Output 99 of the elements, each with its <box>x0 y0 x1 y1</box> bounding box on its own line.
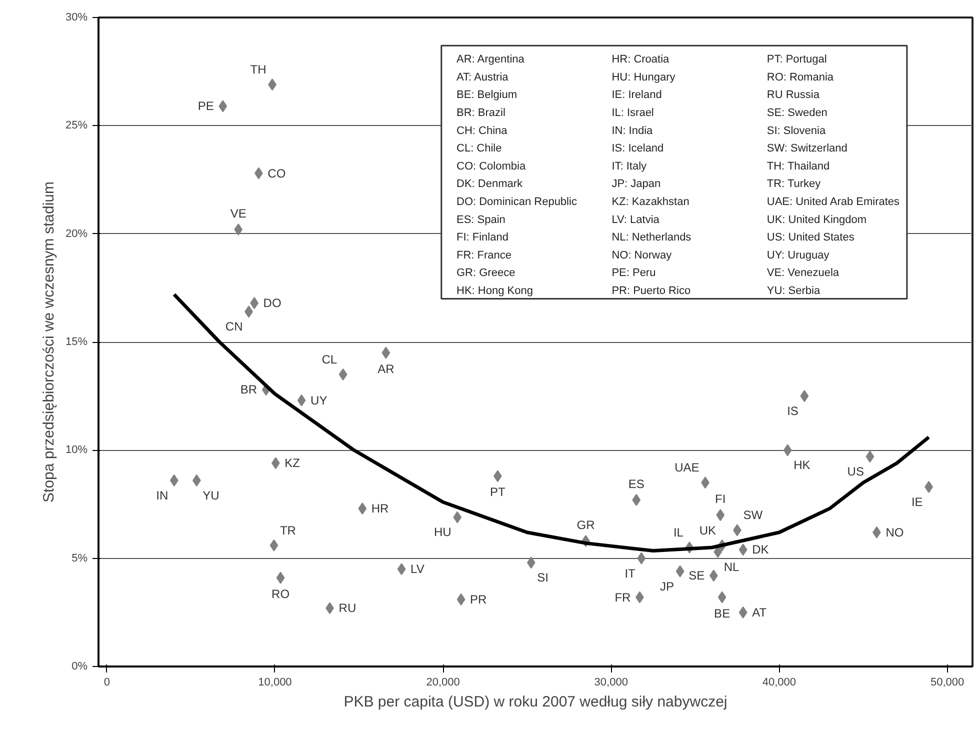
annotation: YU <box>202 488 220 502</box>
y-tick-label: 0% <box>72 660 88 672</box>
annotation: HR <box>371 502 390 516</box>
annotation: IS <box>787 404 798 418</box>
annotation: AR: Argentina <box>456 54 526 66</box>
annotation: PR <box>470 592 488 606</box>
annotation: LV: Latvia <box>612 214 660 226</box>
annotation: TH <box>250 62 266 77</box>
annotation: UAE: United Arab Emirates <box>766 196 900 208</box>
annotation: RU <box>338 601 356 616</box>
y-tick-label: 10% <box>65 444 88 456</box>
annotation: RU Russia <box>766 89 820 102</box>
annotation: CL: Chile <box>456 142 502 155</box>
x-tick-label: 30,000 <box>594 676 628 688</box>
annotation: FI <box>715 492 726 506</box>
annotation: BE: Belgium <box>456 89 518 102</box>
x-tick-label: 50,000 <box>930 676 964 688</box>
annotation: UY: Uruguay <box>766 249 830 262</box>
annotation: CN <box>225 320 243 334</box>
annotation: TH: Thailand <box>766 160 830 172</box>
annotation: RO <box>272 586 290 601</box>
annotation: SE: Sweden <box>766 107 828 120</box>
annotation: SW: Switzerland <box>766 142 848 155</box>
annotation: ES <box>628 476 644 491</box>
annotation: SE <box>688 568 705 583</box>
x-tick-label: 10,000 <box>258 676 292 688</box>
annotation: NL <box>724 560 740 574</box>
annotation: FI: Finland <box>456 232 508 244</box>
annotation: SI: Slovenia <box>766 124 826 137</box>
y-tick-label: 5% <box>72 552 88 564</box>
annotation: HK <box>794 458 810 472</box>
annotation: BR <box>240 382 258 397</box>
annotation: DO <box>263 296 282 310</box>
annotation: HU: Hungary <box>612 71 676 84</box>
annotation: PT: Portugal <box>766 54 827 66</box>
x-tick-label: 20,000 <box>426 676 460 688</box>
annotation: DK <box>752 542 769 557</box>
annotation: IE: Ireland <box>612 89 662 102</box>
annotation: YU: Serbia <box>766 285 821 298</box>
annotation: CO: Colombia <box>456 160 526 172</box>
annotation: BE <box>714 606 730 620</box>
annotation: PE <box>198 99 214 114</box>
annotation: BR: Brazil <box>456 107 506 120</box>
annotation: HU <box>434 525 452 540</box>
annotation: PT <box>490 485 506 500</box>
y-tick-label: 30% <box>65 12 88 24</box>
annotation: PE: Peru <box>612 267 656 280</box>
annotation: IE <box>911 494 923 509</box>
annotation: AT: Austria <box>456 71 510 84</box>
annotation: ES: Spain <box>456 214 506 226</box>
annotation: CH: China <box>456 124 508 137</box>
annotation: US <box>847 464 864 479</box>
annotation: IT: Italy <box>612 160 648 172</box>
annotation: UK <box>699 523 716 538</box>
annotation: IS: Iceland <box>612 142 664 155</box>
annotation: DK: Denmark <box>456 178 524 190</box>
annotation: GR <box>576 518 596 532</box>
annotation: FR <box>614 590 632 604</box>
x-tick-label: 40,000 <box>762 676 796 688</box>
annotation: IL <box>673 526 684 540</box>
annotation: KZ: Kazakhstan <box>612 196 690 208</box>
annotation: IL: Israel <box>612 107 654 120</box>
annotation: AR <box>378 362 395 376</box>
annotation: NO: Norway <box>612 249 672 262</box>
annotation: NO <box>886 525 904 540</box>
annotation: HK: Hong Kong <box>456 285 533 298</box>
annotation: UY <box>310 393 328 408</box>
annotation: RO: Romania <box>766 71 834 84</box>
annotation: IT <box>624 566 636 580</box>
annotation: VE <box>230 206 246 221</box>
x-axis-title: PKB per capita (USD) w roku 2007 według siły nabywczej <box>344 694 728 710</box>
y-axis-title: Stopa przedsiębiorczości we wczesnym stadium <box>40 182 58 502</box>
annotation: NL: Netherlands <box>612 232 692 244</box>
annotation: SI <box>537 570 548 585</box>
annotation: UAE <box>674 460 700 475</box>
annotation: VE: Venezuela <box>766 267 840 280</box>
annotation: TR: Turkey <box>766 178 822 190</box>
annotation: AT <box>752 605 768 620</box>
annotation: CL <box>322 352 338 366</box>
annotation: UK: United Kingdom <box>766 214 867 226</box>
annotation: LV <box>410 562 424 576</box>
annotation: US: United States <box>766 232 855 244</box>
y-tick-label: 15% <box>65 336 88 348</box>
annotation: TR <box>280 523 296 538</box>
annotation: JP: Japan <box>612 178 661 190</box>
annotation: IN <box>156 488 168 502</box>
y-tick-label: 25% <box>65 120 88 132</box>
annotation: HR: Croatia <box>612 54 670 66</box>
annotation: KZ <box>284 456 300 470</box>
annotation: JP <box>660 579 674 594</box>
annotation: SW <box>743 508 764 522</box>
annotation: PR: Puerto Rico <box>612 285 691 298</box>
annotation: GR: Greece <box>456 267 516 280</box>
x-tick-label: 0 <box>104 676 110 688</box>
y-tick-label: 20% <box>65 228 88 240</box>
annotation: DO: Dominican Republic <box>456 196 578 208</box>
annotation: CO <box>268 166 286 180</box>
annotation: FR: France <box>456 249 512 262</box>
annotation: IN: India <box>612 124 654 137</box>
